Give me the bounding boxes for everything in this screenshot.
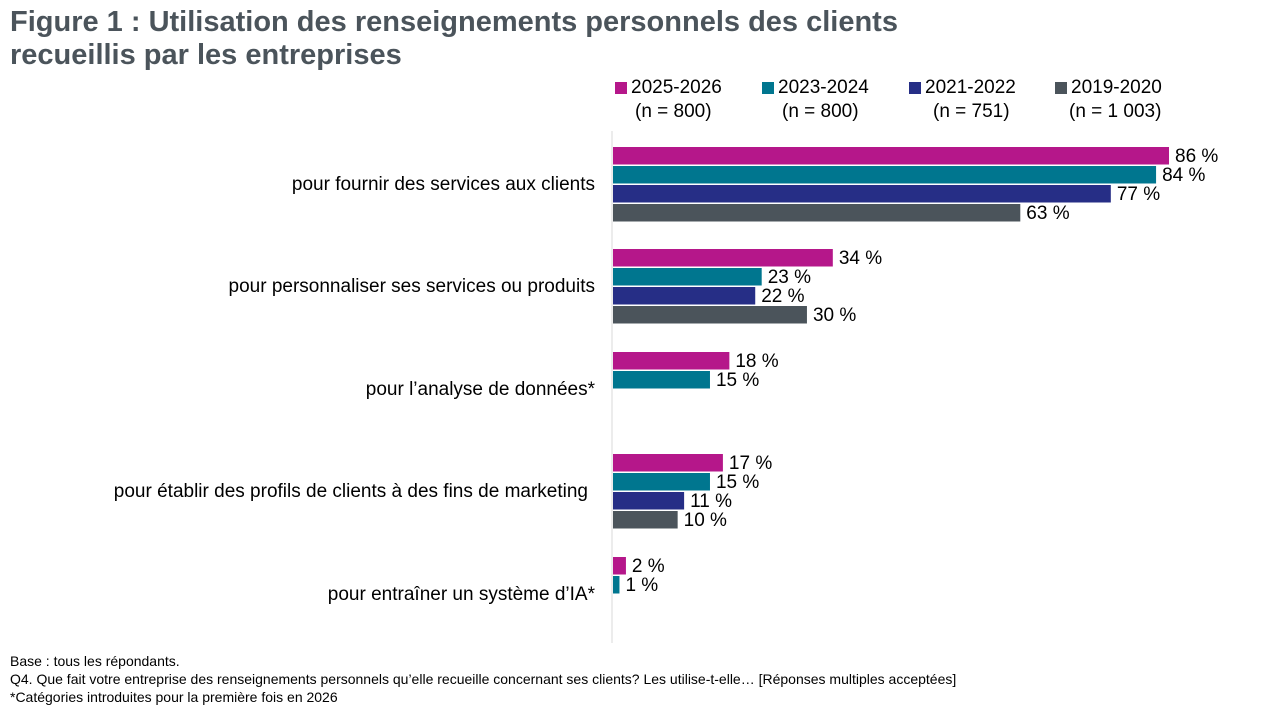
footnote-note: *Catégories introduites pour la première… (10, 689, 338, 705)
category-label: pour entraîner un système d’IA* (328, 584, 596, 605)
legend-n: (n = 1 003) (1069, 101, 1162, 122)
data-label: 17 % (729, 453, 772, 474)
category-label: pour personnaliser ses services ou produ… (229, 276, 595, 297)
footnotes: Base : tous les répondants. Q4. Que fait… (10, 652, 956, 706)
bar-2025-2026 (613, 249, 833, 267)
data-label: 34 % (839, 248, 882, 269)
data-label: 15 % (716, 472, 759, 493)
data-label: 22 % (761, 286, 804, 307)
data-label: 63 % (1026, 203, 1069, 224)
legend-label: 2023-2024 (778, 77, 869, 98)
legend-swatch (1055, 82, 1067, 94)
bar-2023-2024 (613, 473, 710, 491)
legend-swatch (909, 82, 921, 94)
data-label: 2 % (632, 556, 665, 577)
bar-2019-2020 (613, 511, 678, 529)
category-label: pour établir des profils de clients à de… (114, 481, 588, 502)
data-label: 18 % (735, 351, 778, 372)
bar-2021-2022 (613, 492, 685, 510)
bar-2023-2024 (613, 166, 1157, 184)
bar-2025-2026 (613, 147, 1169, 165)
data-label: 86 % (1175, 146, 1218, 167)
legend-swatch (615, 82, 627, 94)
data-label: 84 % (1162, 165, 1205, 186)
footnote-base: Base : tous les répondants. (10, 653, 180, 669)
bar-2025-2026 (613, 454, 723, 472)
bar-2025-2026 (613, 352, 730, 370)
data-label: 77 % (1117, 184, 1160, 205)
bar-2025-2026 (613, 557, 626, 575)
legend-n: (n = 800) (635, 101, 712, 122)
data-label: 10 % (684, 510, 727, 531)
legend-label: 2019-2020 (1071, 77, 1162, 98)
bar-2023-2024 (613, 576, 620, 594)
data-label: 15 % (716, 370, 759, 391)
category-label: pour fournir des services aux clients (292, 174, 595, 195)
data-label: 1 % (625, 575, 658, 596)
chart-title-line-1: Figure 1 : Utilisation des renseignement… (10, 6, 898, 38)
legend-n: (n = 800) (782, 101, 859, 122)
data-label: 23 % (768, 267, 811, 288)
legend-swatch (762, 82, 774, 94)
data-label: 30 % (813, 305, 856, 326)
chart-title-line-2: recueillis par les entreprises (10, 39, 402, 71)
legend-n: (n = 751) (933, 101, 1010, 122)
bar-2019-2020 (613, 306, 807, 324)
bar-2021-2022 (613, 287, 756, 305)
bar-2019-2020 (613, 204, 1021, 222)
legend-label: 2021-2022 (925, 77, 1016, 98)
footnote-question: Q4. Que fait votre entreprise des rensei… (10, 671, 957, 687)
bar-2021-2022 (613, 185, 1111, 203)
data-label: 11 % (690, 491, 732, 512)
bar-2023-2024 (613, 371, 710, 389)
legend-label: 2025-2026 (631, 77, 722, 98)
chart-title: Figure 1 : Utilisation des renseignement… (10, 6, 1010, 72)
bar-2023-2024 (613, 268, 762, 286)
category-label: pour l’analyse de données* (366, 379, 596, 400)
